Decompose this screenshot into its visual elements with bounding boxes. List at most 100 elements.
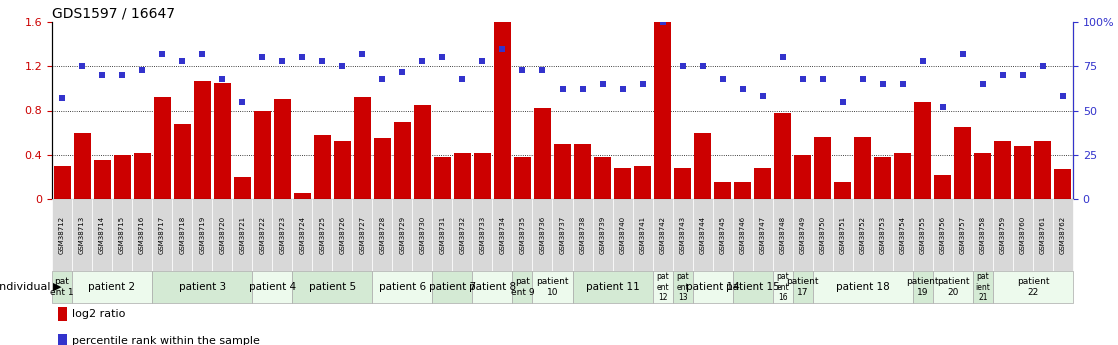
Point bbox=[894, 81, 912, 87]
Point bbox=[293, 55, 311, 60]
Text: GDS1597 / 16647: GDS1597 / 16647 bbox=[53, 7, 176, 21]
Bar bbox=[72, 199, 92, 271]
Bar bbox=[714, 183, 731, 199]
Text: GSM38717: GSM38717 bbox=[159, 216, 165, 254]
Bar bbox=[774, 113, 792, 199]
Text: GSM38746: GSM38746 bbox=[740, 216, 746, 254]
Text: GSM38756: GSM38756 bbox=[940, 216, 946, 254]
Bar bbox=[693, 271, 732, 303]
Bar bbox=[373, 138, 391, 199]
Bar bbox=[433, 271, 473, 303]
Point bbox=[353, 51, 371, 57]
Bar bbox=[53, 271, 72, 303]
Bar bbox=[292, 199, 312, 271]
Bar bbox=[274, 99, 291, 199]
Text: patient 7: patient 7 bbox=[429, 282, 476, 292]
Point bbox=[674, 63, 692, 69]
Text: GSM38724: GSM38724 bbox=[300, 216, 305, 254]
Bar bbox=[993, 271, 1073, 303]
Text: GSM38754: GSM38754 bbox=[900, 216, 906, 254]
Bar bbox=[234, 177, 250, 199]
Text: GSM38743: GSM38743 bbox=[680, 216, 685, 254]
Bar bbox=[552, 199, 572, 271]
Text: GSM38721: GSM38721 bbox=[239, 216, 245, 254]
Point bbox=[133, 67, 151, 72]
Bar bbox=[94, 160, 111, 199]
Bar bbox=[532, 199, 552, 271]
Bar bbox=[915, 102, 931, 199]
Bar bbox=[912, 271, 932, 303]
Bar bbox=[732, 199, 752, 271]
Bar bbox=[253, 271, 292, 303]
Point bbox=[513, 67, 531, 72]
Text: patient 14: patient 14 bbox=[685, 282, 739, 292]
Point bbox=[93, 72, 111, 78]
Bar bbox=[654, 17, 671, 199]
Bar bbox=[854, 137, 871, 199]
Point bbox=[1034, 63, 1052, 69]
Text: GSM38736: GSM38736 bbox=[540, 216, 546, 254]
Text: GSM38739: GSM38739 bbox=[599, 216, 606, 254]
Bar bbox=[172, 199, 192, 271]
Text: patient 3: patient 3 bbox=[179, 282, 226, 292]
Bar bbox=[593, 199, 613, 271]
Bar bbox=[613, 199, 633, 271]
Bar bbox=[912, 199, 932, 271]
Point bbox=[1014, 72, 1032, 78]
Text: GSM38753: GSM38753 bbox=[880, 216, 885, 254]
Point bbox=[53, 95, 70, 101]
Text: GSM38728: GSM38728 bbox=[379, 216, 386, 254]
Point bbox=[394, 69, 411, 74]
Text: GSM38757: GSM38757 bbox=[960, 216, 966, 254]
Text: pat
ent
13: pat ent 13 bbox=[676, 272, 689, 302]
Text: GSM38750: GSM38750 bbox=[819, 216, 826, 254]
Text: GSM38727: GSM38727 bbox=[359, 216, 366, 254]
Point bbox=[634, 81, 652, 87]
Text: GSM38758: GSM38758 bbox=[979, 216, 986, 254]
Text: GSM38742: GSM38742 bbox=[660, 216, 665, 254]
Text: GSM38729: GSM38729 bbox=[399, 216, 406, 254]
Point bbox=[774, 55, 792, 60]
Bar bbox=[813, 199, 833, 271]
Point bbox=[73, 63, 91, 69]
Point bbox=[693, 63, 711, 69]
Bar bbox=[555, 144, 571, 199]
Text: patient
22: patient 22 bbox=[1016, 277, 1049, 297]
Bar bbox=[253, 199, 272, 271]
Bar bbox=[773, 199, 793, 271]
Bar bbox=[894, 152, 911, 199]
Bar bbox=[973, 199, 993, 271]
Bar bbox=[732, 271, 773, 303]
Bar bbox=[152, 199, 172, 271]
Text: GSM38733: GSM38733 bbox=[480, 216, 485, 254]
Point bbox=[533, 67, 551, 72]
Text: patient 15: patient 15 bbox=[726, 282, 779, 292]
Point bbox=[934, 104, 951, 110]
Text: GSM38715: GSM38715 bbox=[120, 216, 125, 254]
Point bbox=[254, 55, 272, 60]
Point bbox=[234, 99, 252, 105]
Bar bbox=[312, 199, 332, 271]
Point bbox=[313, 58, 331, 64]
Text: patient 18: patient 18 bbox=[836, 282, 890, 292]
Bar bbox=[1013, 199, 1033, 271]
Bar bbox=[953, 199, 973, 271]
Text: GSM38723: GSM38723 bbox=[280, 216, 285, 254]
Bar bbox=[955, 127, 972, 199]
Text: patient
19: patient 19 bbox=[907, 277, 939, 297]
Bar bbox=[494, 20, 511, 199]
Bar bbox=[214, 83, 230, 199]
Point bbox=[153, 51, 171, 57]
Bar bbox=[693, 199, 712, 271]
Text: pat
ent
16: pat ent 16 bbox=[776, 272, 789, 302]
Bar bbox=[793, 271, 813, 303]
Bar bbox=[534, 108, 551, 199]
Bar bbox=[614, 168, 631, 199]
Bar bbox=[173, 124, 191, 199]
Bar bbox=[1034, 141, 1051, 199]
Bar bbox=[935, 175, 951, 199]
Bar bbox=[1053, 199, 1073, 271]
Bar bbox=[473, 199, 492, 271]
Bar bbox=[574, 144, 591, 199]
Bar bbox=[834, 183, 851, 199]
